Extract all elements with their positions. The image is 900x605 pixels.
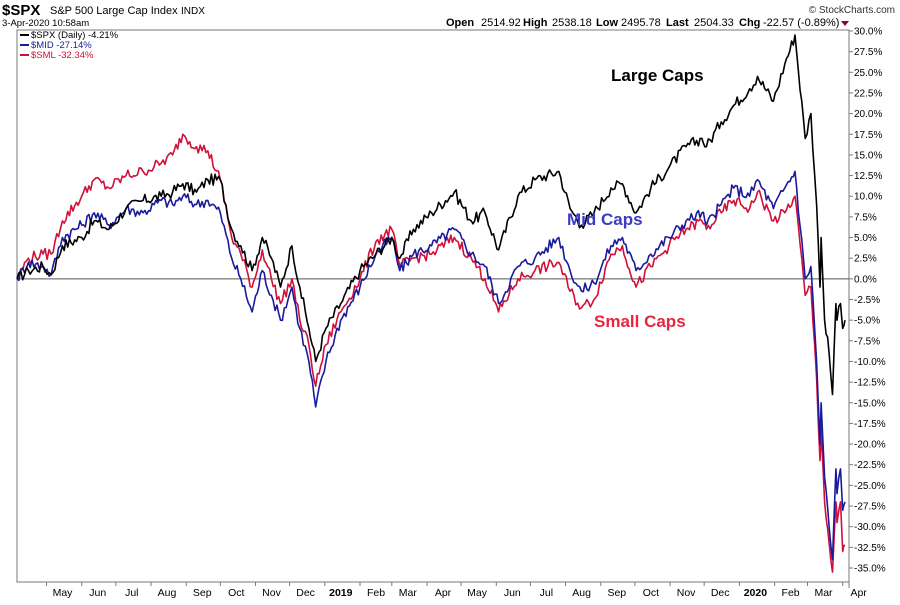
x-tick-label: Oct bbox=[643, 587, 659, 599]
quote-last-value: 2504.33 bbox=[694, 17, 734, 29]
y-tick-label: -32.5% bbox=[854, 543, 886, 554]
quote-low-value: 2495.78 bbox=[621, 17, 661, 29]
x-tick-label: Mar bbox=[399, 587, 418, 599]
y-tick-label: 5.0% bbox=[854, 233, 877, 244]
y-tick-label: -10.0% bbox=[854, 357, 886, 368]
quote-low-label: Low bbox=[596, 17, 618, 29]
y-tick-label: 27.5% bbox=[854, 47, 882, 58]
x-tick-label: Aug bbox=[572, 587, 591, 599]
x-tick-label: Feb bbox=[367, 587, 385, 599]
x-tick-label: Sep bbox=[607, 587, 626, 599]
x-tick-label: Dec bbox=[296, 587, 315, 599]
x-tick-label: Jun bbox=[504, 587, 521, 599]
y-tick-label: 7.5% bbox=[854, 212, 877, 223]
y-tick-label: -30.0% bbox=[854, 522, 886, 533]
y-tick-label: -17.5% bbox=[854, 419, 886, 430]
x-axis: May Jun Jul Aug Sep Oct Nov Dec 2019 Feb Mar Apr May… bbox=[46, 582, 868, 599]
x-tick-label: Feb bbox=[782, 587, 800, 599]
quote-chg-label: Chg bbox=[739, 17, 760, 29]
y-tick-label: 15.0% bbox=[854, 150, 882, 161]
down-arrow-icon bbox=[841, 21, 849, 26]
series-group bbox=[16, 34, 846, 573]
quote-last-label: Last bbox=[666, 17, 689, 29]
annotation-mid-caps: Mid Caps bbox=[567, 210, 643, 229]
chart-datetime: 3-Apr-2020 10:58am bbox=[2, 18, 89, 29]
quote-high-label: High bbox=[523, 17, 548, 29]
y-tick-label: -22.5% bbox=[854, 460, 886, 471]
quote-bar: Open 2514.92 High 2538.18 Low 2495.78 La… bbox=[446, 17, 849, 29]
chart-exchange: INDX bbox=[181, 6, 205, 17]
quote-chg-value: -22.57 (-0.89%) bbox=[763, 17, 839, 29]
x-tick-label: Mar bbox=[814, 587, 833, 599]
y-tick-label: 10.0% bbox=[854, 192, 882, 203]
legend: $SPX (Daily) -4.21% $MID -27.14% $SML -3… bbox=[20, 30, 119, 61]
y-tick-label: 17.5% bbox=[854, 130, 882, 141]
y-tick-label: -27.5% bbox=[854, 502, 886, 513]
quote-open-label: Open bbox=[446, 17, 474, 29]
annotation-small-caps: Small Caps bbox=[594, 312, 686, 331]
x-tick-label: May bbox=[53, 587, 74, 599]
x-tick-label: Apr bbox=[851, 587, 868, 599]
chart-symbol: $SPX bbox=[2, 2, 40, 19]
x-tick-label: Jul bbox=[540, 587, 553, 599]
y-tick-label: 30.0% bbox=[854, 27, 882, 38]
plot-area bbox=[16, 29, 850, 583]
y-tick-label: -20.0% bbox=[854, 440, 886, 451]
x-tick-label: Jun bbox=[89, 587, 106, 599]
x-tick-label: Jul bbox=[125, 587, 138, 599]
quote-high-value: 2538.18 bbox=[552, 17, 592, 29]
y-tick-label: -5.0% bbox=[854, 316, 880, 327]
x-tick-label: Apr bbox=[435, 587, 452, 599]
y-tick-label: -15.0% bbox=[854, 398, 886, 409]
x-tick-label: Nov bbox=[677, 587, 696, 599]
y-axis: 30.0% 27.5% 25.0% 22.5% 20.0% 17.5% 15.0% 12.5%… bbox=[849, 27, 886, 575]
legend-label-sml: $SML -32.34% bbox=[31, 50, 94, 61]
y-tick-label: 20.0% bbox=[854, 109, 882, 120]
x-tick-label: Dec bbox=[711, 587, 730, 599]
y-tick-label: -12.5% bbox=[854, 378, 886, 389]
y-tick-label: 2.5% bbox=[854, 254, 877, 265]
series-line-mid bbox=[16, 170, 846, 561]
legend-label-spx: $SPX (Daily) -4.21% bbox=[31, 30, 119, 41]
x-tick-label: 2019 bbox=[329, 587, 353, 599]
y-tick-label: -35.0% bbox=[854, 564, 886, 575]
y-tick-label: -7.5% bbox=[854, 336, 880, 347]
x-tick-label: Aug bbox=[158, 587, 177, 599]
y-tick-label: -25.0% bbox=[854, 481, 886, 492]
chart-source: © StockCharts.com bbox=[809, 5, 895, 16]
y-tick-label: -2.5% bbox=[854, 295, 880, 306]
series-line-sml bbox=[16, 133, 846, 573]
x-tick-label: Sep bbox=[193, 587, 212, 599]
y-tick-label: 22.5% bbox=[854, 88, 882, 99]
chart-security-name: S&P 500 Large Cap Index bbox=[50, 5, 178, 17]
quote-open-value: 2514.92 bbox=[481, 17, 521, 29]
legend-label-mid: $MID -27.14% bbox=[31, 40, 92, 51]
series-line-spx bbox=[16, 34, 846, 396]
annotation-large-caps: Large Caps bbox=[611, 66, 704, 85]
x-tick-label: Nov bbox=[262, 587, 281, 599]
y-tick-label: 25.0% bbox=[854, 68, 882, 79]
x-tick-label: 2020 bbox=[744, 587, 768, 599]
x-tick-label: May bbox=[467, 587, 488, 599]
y-tick-label: 0.0% bbox=[854, 274, 877, 285]
x-tick-label: Oct bbox=[228, 587, 244, 599]
y-tick-label: 12.5% bbox=[854, 171, 882, 182]
